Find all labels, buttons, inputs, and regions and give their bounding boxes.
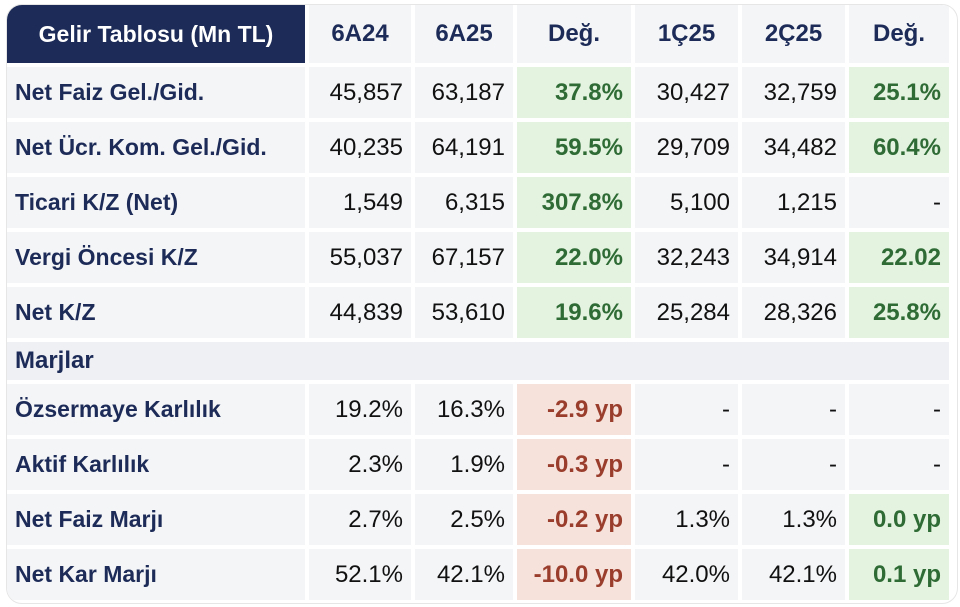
row-label: Net K/Z xyxy=(7,287,305,338)
row-label: Özsermaye Karlılık xyxy=(7,384,305,435)
row-label: Net Faiz Marjı xyxy=(7,494,305,545)
table-cell: -0.2 yp xyxy=(517,494,631,545)
table-cell: 55,037 xyxy=(309,232,411,283)
table-row: Ticari K/Z (Net) 1,549 6,315 307.8% 5,100 1,2… xyxy=(7,177,949,228)
table-row: Net Faiz Marjı 2.7% 2.5% -0.2 yp 1.3% 1.3% 0.0… xyxy=(7,494,949,545)
table-row: Net Faiz Gel./Gid. 45,857 63,187 37.8% 30,42… xyxy=(7,67,949,118)
table-cell: 22.0% xyxy=(517,232,631,283)
table-cell: - xyxy=(849,177,949,228)
table-cell: 29,709 xyxy=(635,122,738,173)
table-cell: -0.3 yp xyxy=(517,439,631,490)
column-header-change-half: Değ. xyxy=(517,5,631,63)
table-cell: - xyxy=(742,439,845,490)
table-cell: 37.8% xyxy=(517,67,631,118)
table-row: Vergi Öncesi K/Z 55,037 67,157 22.0% 32,243 3… xyxy=(7,232,949,283)
table-row: Net K/Z 44,839 53,610 19.6% 25,284 28,326 25.8… xyxy=(7,287,949,338)
row-label: Vergi Öncesi K/Z xyxy=(7,232,305,283)
table-cell: 67,157 xyxy=(415,232,513,283)
table-cell: 30,427 xyxy=(635,67,738,118)
table-cell: 34,482 xyxy=(742,122,845,173)
table-cell: 1.3% xyxy=(742,494,845,545)
table-cell: 0.0 yp xyxy=(849,494,949,545)
section-label: Marjlar xyxy=(7,342,949,380)
table-cell: - xyxy=(635,439,738,490)
table-cell: 63,187 xyxy=(415,67,513,118)
table-cell: 22.02 xyxy=(849,232,949,283)
table-row: Aktif Karlılık 2.3% 1.9% -0.3 yp - - - xyxy=(7,439,949,490)
table-cell: 53,610 xyxy=(415,287,513,338)
margins-section: Marjlar xyxy=(7,342,949,380)
table-cell: 1,215 xyxy=(742,177,845,228)
table-cell: 64,191 xyxy=(415,122,513,173)
row-label: Net Ücr. Kom. Gel./Gid. xyxy=(7,122,305,173)
table-cell: 19.2% xyxy=(309,384,411,435)
row-label: Net Faiz Gel./Gid. xyxy=(7,67,305,118)
income-statement-card: Gelir Tablosu (Mn TL) 6A24 6A25 Değ. 1Ç2… xyxy=(6,4,958,604)
table-cell: 0.1 yp xyxy=(849,549,949,600)
column-header-1c25: 1Ç25 xyxy=(635,5,738,63)
table-cell: 60.4% xyxy=(849,122,949,173)
table-cell: 52.1% xyxy=(309,549,411,600)
table-cell: 2.3% xyxy=(309,439,411,490)
table-cell: 6,315 xyxy=(415,177,513,228)
table-cell: 25.1% xyxy=(849,67,949,118)
table-cell: 1,549 xyxy=(309,177,411,228)
table-cell: 28,326 xyxy=(742,287,845,338)
table-cell: 34,914 xyxy=(742,232,845,283)
table-cell: - xyxy=(849,384,949,435)
table-title: Gelir Tablosu (Mn TL) xyxy=(7,5,305,63)
row-label: Ticari K/Z (Net) xyxy=(7,177,305,228)
table-cell: 42.1% xyxy=(415,549,513,600)
table-cell: 2.7% xyxy=(309,494,411,545)
table-header-row: Gelir Tablosu (Mn TL) 6A24 6A25 Değ. 1Ç2… xyxy=(7,5,949,63)
column-header-2c25: 2Ç25 xyxy=(742,5,845,63)
income-statement-table: Gelir Tablosu (Mn TL) 6A24 6A25 Değ. 1Ç2… xyxy=(7,5,953,603)
table-row: Net Ücr. Kom. Gel./Gid. 40,235 64,191 59.5%… xyxy=(7,122,949,173)
table-cell: 44,839 xyxy=(309,287,411,338)
column-header-change-quarter: Değ. xyxy=(849,5,949,63)
row-label: Net Kar Marjı xyxy=(7,549,305,600)
table-cell: 5,100 xyxy=(635,177,738,228)
table-cell: - xyxy=(742,384,845,435)
table-cell: - xyxy=(635,384,738,435)
table-row: Özsermaye Karlılık 19.2% 16.3% -2.9 yp - - - xyxy=(7,384,949,435)
table-cell: 2.5% xyxy=(415,494,513,545)
table-cell: 25.8% xyxy=(849,287,949,338)
table-row: Net Kar Marjı 52.1% 42.1% -10.0 yp 42.0% 42.1… xyxy=(7,549,949,600)
table-cell: 25,284 xyxy=(635,287,738,338)
table-cell: 32,759 xyxy=(742,67,845,118)
table-cell: 42.1% xyxy=(742,549,845,600)
table-cell: 32,243 xyxy=(635,232,738,283)
section-row: Marjlar xyxy=(7,342,949,380)
table-cell: 59.5% xyxy=(517,122,631,173)
margin-rows: Özsermaye Karlılık 19.2% 16.3% -2.9 yp - - - Ak… xyxy=(7,384,949,600)
table-cell: -2.9 yp xyxy=(517,384,631,435)
table-cell: 45,857 xyxy=(309,67,411,118)
income-rows: Net Faiz Gel./Gid. 45,857 63,187 37.8% 30,42… xyxy=(7,67,949,338)
table-cell: 1.3% xyxy=(635,494,738,545)
table-cell: 1.9% xyxy=(415,439,513,490)
table-cell: 42.0% xyxy=(635,549,738,600)
table-cell: 307.8% xyxy=(517,177,631,228)
column-header-6a25: 6A25 xyxy=(415,5,513,63)
row-label: Aktif Karlılık xyxy=(7,439,305,490)
table-cell: 19.6% xyxy=(517,287,631,338)
table-cell: - xyxy=(849,439,949,490)
table-cell: 40,235 xyxy=(309,122,411,173)
table-cell: 16.3% xyxy=(415,384,513,435)
table-cell: -10.0 yp xyxy=(517,549,631,600)
column-header-6a24: 6A24 xyxy=(309,5,411,63)
